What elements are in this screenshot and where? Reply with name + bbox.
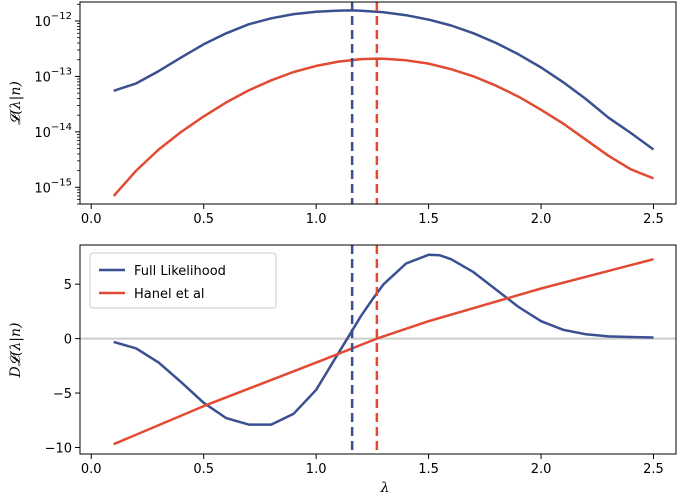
legend-box bbox=[89, 252, 277, 309]
bottom-y-tick-label: 0 bbox=[64, 333, 72, 348]
bottom-y-tick-label: 5 bbox=[64, 278, 72, 293]
bottom-y-axis-label: D𝓛(λ|n) bbox=[8, 323, 24, 379]
legend-label-hanel-et-al: Hanel et al bbox=[134, 287, 205, 302]
top-x-tick-label: 1.5 bbox=[418, 212, 439, 227]
legend-label-full-likelihood: Full Likelihood bbox=[134, 264, 226, 279]
top-series-line-0 bbox=[113, 9, 655, 151]
top-plot-frame bbox=[79, 1, 677, 205]
bottom-series-line-1 bbox=[113, 257, 654, 446]
bottom-y-tick-label: −5 bbox=[53, 387, 72, 402]
bottom-x-tick-label: 0.5 bbox=[193, 462, 214, 477]
top-y-tick-label: 10−15 bbox=[34, 177, 72, 196]
top-panel: 0.0 0.5 1.0 1.5 2.0 2.5 10−12 10−13 10−14 10−15 𝓛… bbox=[8, 1, 677, 227]
bottom-x-tick-label: 1.5 bbox=[418, 462, 439, 477]
bottom-x-tick-label: 2.5 bbox=[643, 462, 664, 477]
top-x-tick-label: 2.0 bbox=[531, 212, 552, 227]
top-y-tick-label: 10−13 bbox=[34, 66, 72, 85]
bottom-plot-frame bbox=[79, 244, 677, 455]
top-y-tick-label: 10−12 bbox=[34, 11, 72, 30]
x-axis-label: λ bbox=[380, 480, 390, 496]
bottom-y-tick-label: −10 bbox=[45, 441, 72, 456]
bottom-x-tick-label: 1.0 bbox=[306, 462, 327, 477]
bottom-panel: 0.0 0.5 1.0 1.5 2.0 2.5 5 0 −5 −10 D𝓛(λ|n) λ Full… bbox=[8, 244, 677, 496]
bottom-series-line-0 bbox=[113, 253, 654, 426]
bottom-x-tick-label: 2.0 bbox=[531, 462, 552, 477]
top-series-line-1 bbox=[112, 57, 654, 197]
top-x-tick-label: 0.5 bbox=[193, 212, 214, 227]
top-x-tick-label: 2.5 bbox=[643, 212, 664, 227]
legend: Full Likelihood Hanel et al bbox=[89, 252, 277, 309]
top-y-tick-label: 10−14 bbox=[34, 122, 72, 141]
top-x-tick-label: 0.0 bbox=[81, 212, 102, 227]
top-x-tick-label: 1.0 bbox=[306, 212, 327, 227]
bottom-x-tick-label: 0.0 bbox=[81, 462, 102, 477]
top-y-axis-label: 𝓛(λ|n) bbox=[8, 81, 24, 125]
